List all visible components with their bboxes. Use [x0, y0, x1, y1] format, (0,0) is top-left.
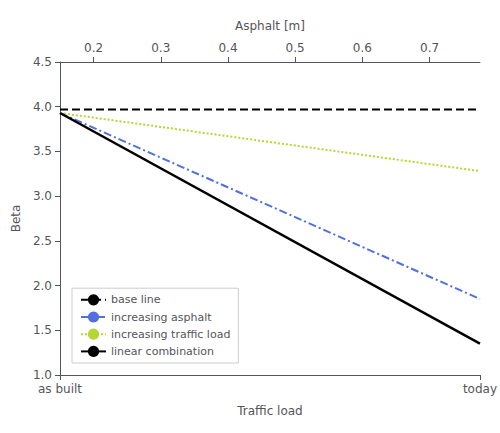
svg-text:Traffic load: Traffic load [236, 404, 303, 418]
svg-text:3.5: 3.5 [33, 144, 52, 158]
svg-text:as built: as built [38, 382, 82, 396]
svg-text:4.0: 4.0 [33, 100, 52, 114]
svg-text:linear combination: linear combination [111, 345, 214, 358]
svg-text:0.4: 0.4 [218, 41, 237, 55]
svg-text:Beta: Beta [9, 205, 23, 233]
svg-text:3.0: 3.0 [33, 189, 52, 203]
svg-text:1.5: 1.5 [33, 323, 52, 337]
svg-text:0.6: 0.6 [353, 41, 372, 55]
svg-text:2.5: 2.5 [33, 234, 52, 248]
svg-text:increasing traffic load: increasing traffic load [111, 328, 230, 341]
svg-text:0.2: 0.2 [84, 41, 103, 55]
svg-text:4.5: 4.5 [33, 55, 52, 69]
svg-text:0.3: 0.3 [151, 41, 170, 55]
svg-text:1.0: 1.0 [33, 368, 52, 382]
svg-text:0.7: 0.7 [420, 41, 439, 55]
svg-text:2.0: 2.0 [33, 279, 52, 293]
svg-text:base line: base line [111, 293, 161, 306]
svg-text:today: today [463, 382, 497, 396]
svg-text:0.5: 0.5 [286, 41, 305, 55]
svg-text:increasing asphalt: increasing asphalt [111, 311, 212, 324]
svg-text:Asphalt [m]: Asphalt [m] [235, 19, 305, 33]
